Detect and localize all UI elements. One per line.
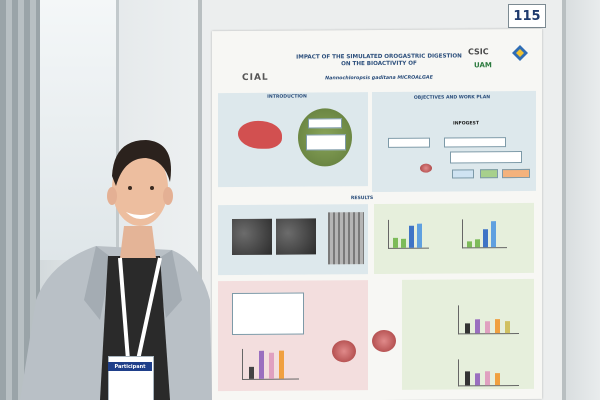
badge-label: Participant (108, 362, 152, 371)
eye-left (128, 186, 132, 190)
board-number: 115 (508, 4, 546, 28)
lanyard-left (118, 257, 130, 361)
ear-left (107, 187, 117, 205)
window (26, 0, 119, 260)
diamond-logo-icon (512, 45, 528, 62)
lanyard-right (136, 257, 162, 361)
hair (112, 140, 171, 186)
smile (126, 212, 156, 219)
ear-right (163, 187, 173, 205)
face (112, 150, 168, 226)
eye-right (150, 186, 154, 190)
jacket-lapel-left (84, 246, 112, 320)
jacket-lapel-right (156, 250, 182, 318)
neck (120, 226, 156, 258)
scientific-poster: CIAL IMPACT OF THE SIMULATED OROGASTRIC … (212, 28, 542, 400)
